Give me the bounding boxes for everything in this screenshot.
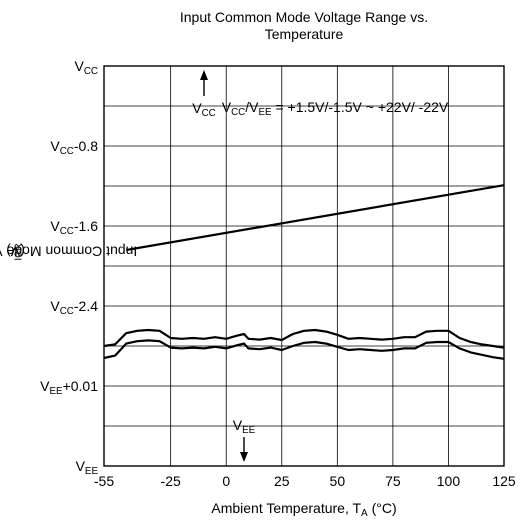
series-line-lower-limit-a (103, 328, 505, 349)
x-tick-label: 50 (330, 473, 346, 489)
vcc-arrow-head (200, 70, 208, 80)
y-tick-label: VCC​-2.4 (50, 298, 98, 317)
x-tick-label: -55 (94, 473, 114, 489)
vcc-annotation: VCC​ (192, 100, 216, 119)
chart-title-line-1: Input Common Mode Voltage Range vs. (179, 9, 429, 25)
y-axis-label-box: Input Common Mode Voltage Range, VICR (V… (0, 66, 137, 438)
y-tick-label: VCC​ (75, 58, 99, 77)
y-tick-label: VCC​-0.8 (50, 138, 98, 157)
chart-title-line-2: Temperature (264, 26, 344, 42)
x-tick-label: 25 (274, 473, 290, 489)
y-tick-label: VEE​+0.01 (40, 378, 98, 397)
y-tick-label: VCC​-1.6 (50, 218, 98, 237)
y-axis-label: Input Common Mode Voltage Range, VICR (V… (0, 243, 137, 261)
x-axis-label: Ambient Temperature, TA (°C) (211, 500, 397, 519)
y-tick-label: VEE​ (76, 458, 99, 477)
condition-annotation: VCC​/VEE​ = +1.5V/-1.5V ~ +22V/ -22V (222, 99, 449, 118)
x-tick-label: -25 (161, 473, 181, 489)
x-tick-label: 0 (222, 473, 230, 489)
x-tick-label: 125 (492, 473, 516, 489)
x-tick-label: 100 (437, 473, 461, 489)
vee-arrow-head (240, 452, 248, 462)
plot-frame (103, 65, 505, 467)
series-line-upper-limit (126, 184, 505, 252)
x-tick-label: 75 (385, 473, 401, 489)
vee-annotation: VEE​ (233, 417, 256, 436)
series-line-lower-limit-b (103, 339, 505, 360)
